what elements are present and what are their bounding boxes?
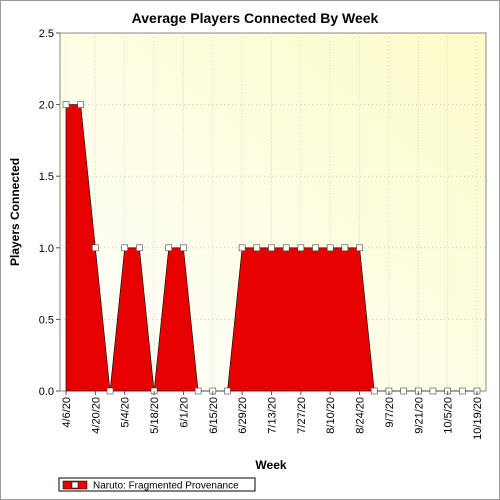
x-tick-label: 7/27/20 [296, 397, 308, 434]
data-point [224, 387, 231, 395]
data-point [194, 387, 202, 395]
legend-box [58, 477, 256, 492]
data-point [77, 101, 84, 108]
legend: Naruto: Fragmented Provenance [58, 477, 256, 492]
data-point [326, 244, 334, 252]
data-point [429, 387, 437, 395]
data-point [370, 387, 378, 395]
chart-title: Average Players Connected By Week [132, 10, 379, 26]
y-tick-label: 1.0 [39, 243, 54, 255]
y-tick-label: 0.0 [39, 386, 54, 398]
x-axis-label: Week [255, 458, 286, 472]
x-tick-label: 10/19/20 [472, 397, 484, 440]
data-point [312, 244, 319, 252]
data-point [106, 387, 114, 395]
data-point [165, 244, 173, 252]
x-tick-label: 9/21/20 [413, 397, 425, 434]
y-tick-label: 2.0 [39, 100, 54, 112]
x-tick-label: 8/10/20 [325, 397, 337, 434]
x-tick-label: 6/15/20 [208, 397, 220, 434]
data-point [268, 244, 275, 252]
y-tick-label: 0.5 [39, 314, 54, 326]
data-point [356, 244, 363, 252]
x-tick-label: 5/4/20 [120, 397, 132, 428]
x-tick-label: 9/7/20 [384, 397, 396, 428]
x-tick-label: 8/24/20 [355, 397, 367, 434]
data-point [238, 244, 246, 252]
data-point [92, 244, 99, 252]
data-point [341, 244, 349, 252]
y-tick-label: 1.5 [39, 171, 54, 183]
y-axis-label: Players Connected [8, 158, 22, 266]
data-point [136, 244, 143, 252]
data-point [253, 244, 261, 252]
y-tick-label: 2.5 [39, 28, 54, 40]
data-point [297, 244, 305, 252]
x-tick-label: 6/29/20 [237, 397, 249, 434]
data-point [62, 101, 70, 108]
x-tick-label: 6/1/20 [178, 397, 190, 428]
x-tick-label: 7/13/20 [267, 397, 279, 434]
data-point [282, 244, 290, 252]
data-point [180, 244, 187, 252]
data-point [400, 387, 407, 395]
data-point [459, 387, 466, 395]
x-tick-label: 5/18/20 [149, 397, 161, 434]
x-tick-label: 10/5/20 [443, 397, 455, 434]
x-tick-label: 4/20/20 [90, 397, 102, 434]
x-tick-label: 4/6/20 [61, 397, 73, 428]
x-axis: 4/6/20 4/20/20 5/4/20 5/18/20 6/1/20 6/15/20 6… [61, 391, 484, 440]
y-axis: 0.0 0.5 1.0 1.5 2.0 2.5 [39, 28, 60, 398]
legend-label: Naruto: Fragmented Provenance [93, 481, 239, 492]
legend-marker [71, 481, 79, 489]
data-point [121, 244, 129, 252]
